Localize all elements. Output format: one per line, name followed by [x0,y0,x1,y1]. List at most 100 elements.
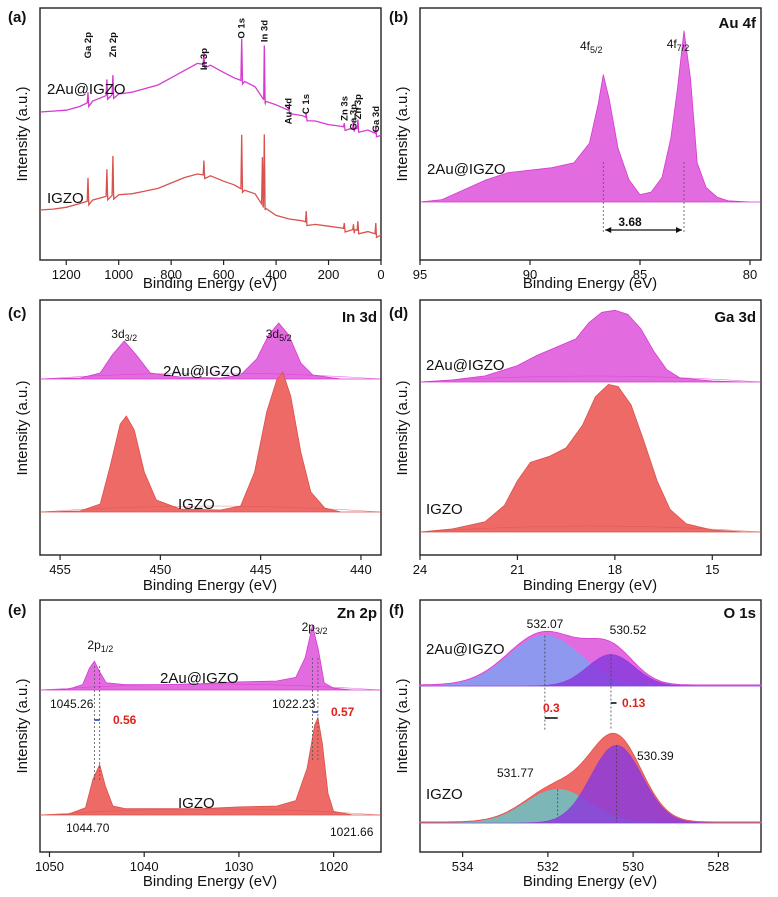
peak-label: 3d5/2 [266,327,292,343]
x-tick-label: 15 [705,562,719,577]
peak-labels: 4f5/2 4f7/2 [580,37,689,55]
x-tick-label: 800 [160,267,182,282]
plot-frame [419,599,762,853]
x-tick-label: 21 [510,562,524,577]
arrow-head [676,227,682,233]
series-label-2au: 2Au@IGZO [426,641,505,658]
shift-label: 0.57 [331,705,355,719]
background-line [419,525,762,533]
x-tick-label: 450 [150,562,172,577]
au4f-area [419,30,761,203]
panel-f: (f) O 1s Binding Energy (eV) Intensity (… [389,599,762,890]
y-axis-title: Intensity (a.u.) [14,86,31,181]
series-label-igzo: IGZO [47,190,84,207]
x-tick-label: 600 [213,267,235,282]
separation-value: 3.68 [618,215,642,229]
spectrum-area [419,309,761,383]
peak-annotation: Zn 2p [108,32,119,58]
series-label-igzo: IGZO [178,496,215,513]
x-tick-label: 530 [622,859,644,874]
value-label: 1022.23 [272,697,316,711]
component-label: 531.77 [497,766,534,780]
peak-label: 4f7/2 [667,37,690,53]
peak-annotation: In 3p [199,48,210,70]
component-label: 530.52 [610,623,647,637]
panel-title: Zn 2p [337,605,377,622]
series-marks [419,630,762,824]
arrow-head [605,227,612,233]
x-axis-title: Binding Energy (eV) [523,577,657,594]
series-label-igzo: IGZO [178,795,215,812]
spectrum-area [419,383,761,533]
value-label: 1021.66 [330,825,374,839]
peak-label: 4f5/2 [580,39,603,55]
x-axis-title: Binding Energy (eV) [523,275,657,292]
y-axis-title: Intensity (a.u.) [14,380,31,475]
component-label: 530.39 [637,749,674,763]
component-area [420,744,761,824]
x-ticks: 455 450 445 440 [49,555,372,577]
y-axis-title: Intensity (a.u.) [394,86,411,181]
peak-annotation: Ga 3p [349,104,360,131]
panel-title: Ga 3d [714,309,756,326]
x-ticks: 24 21 18 15 [413,555,720,577]
panel-label: (e) [8,602,26,619]
series-marks [39,38,382,239]
spectrum-area [39,625,381,691]
series-marks [419,309,762,533]
x-tick-label: 532 [537,859,559,874]
x-ticks: 1200 1000 800 600 400 200 0 [52,260,385,282]
peak-annotation: Ga 2p [83,32,94,59]
survey-line [39,38,382,138]
plot-frame [39,7,382,261]
series-marks [39,322,382,513]
background-line [39,808,382,816]
x-axis-title: Binding Energy (eV) [143,873,277,890]
x-tick-label: 80 [743,267,757,282]
panel-c: (c) In 3d Binding Energy (eV) Intensity … [8,299,382,594]
component-label: 532.07 [527,617,564,631]
y-axis-title: Intensity (a.u.) [394,380,411,475]
x-tick-label: 85 [633,267,647,282]
x-tick-label: 455 [49,562,71,577]
series-label-2au: 2Au@IGZO [426,357,505,374]
plot-frame [419,299,762,556]
background-line [419,375,762,383]
x-tick-label: 1000 [104,267,133,282]
spectrum-area [39,716,381,816]
plot-frame [39,599,382,853]
peak-annotation: Ga 3d [371,106,382,133]
shift-label: 0.56 [113,713,137,727]
survey-line [39,134,382,239]
series-label-igzo: IGZO [426,786,463,803]
x-ticks: 95 90 85 80 [413,260,757,282]
peak-labels: 3d3/2 3d5/2 [111,327,291,343]
plot-frame [419,7,762,261]
x-tick-label: 95 [413,267,427,282]
x-ticks: 534 532 530 528 [452,852,729,874]
x-tick-label: 90 [523,267,537,282]
x-tick-label: 528 [708,859,730,874]
panel-label: (f) [389,602,404,619]
x-tick-label: 200 [318,267,340,282]
panel-e: (e) Zn 2p Binding Energy (eV) Intensity … [8,599,382,890]
peak-annotation: O 1s [237,18,248,39]
series-marks [419,30,761,233]
background-line [39,372,382,380]
panel-d: (d) Ga 3d Binding Energy (eV) Intensity … [389,299,762,594]
panel-label: (d) [389,305,408,322]
series-label-igzo: IGZO [426,501,463,518]
shift-label: 0.3 [543,701,560,715]
background-line [39,683,382,691]
peak-annotation: Zn 3s [339,96,350,121]
series-marks [39,625,382,816]
y-axis-title: Intensity (a.u.) [14,678,31,773]
peak-annotation: Zn 3p [353,94,364,120]
x-axis-title: Binding Energy (eV) [143,577,277,594]
plot-frame [39,299,382,556]
series-label-2au: 2Au@IGZO [160,670,239,687]
peak-label: 2p3/2 [302,620,328,636]
peak-label: 2p1/2 [87,638,113,654]
peak-annotation: Au 4d [284,98,295,125]
